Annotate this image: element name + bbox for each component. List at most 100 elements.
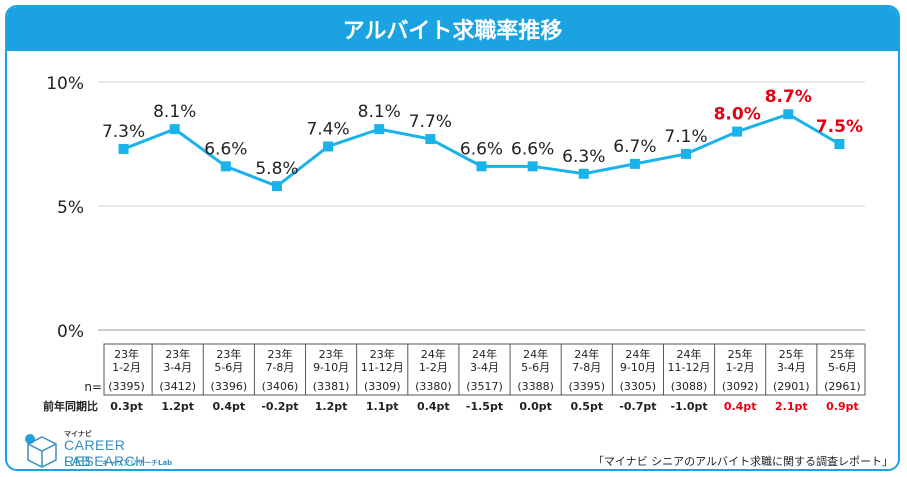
data-point: [271, 181, 282, 192]
data-point: [220, 161, 231, 172]
yoy-value: 0.5pt: [570, 400, 603, 413]
data-label: 6.6%: [204, 139, 247, 159]
period-label: 3-4月: [777, 361, 806, 374]
data-label: 8.0%: [714, 105, 761, 125]
year-label: 23年: [370, 347, 395, 361]
year-label: 24年: [421, 347, 446, 361]
n-label: n=: [84, 380, 102, 394]
year-label: 23年: [165, 347, 190, 361]
n-value: (3406): [262, 380, 299, 393]
data-point: [476, 161, 487, 172]
n-value: (3088): [671, 380, 708, 393]
period-label: 1-2月: [419, 361, 448, 374]
yoy-value: 1.2pt: [315, 400, 348, 413]
n-value: (3388): [517, 380, 554, 393]
data-point: [118, 143, 129, 154]
data-label: 7.5%: [816, 117, 863, 137]
period-label: 5-6月: [521, 361, 550, 374]
yoy-value: 0.0pt: [519, 400, 552, 413]
yoy-value: 1.1pt: [366, 400, 399, 413]
data-label: 8.1%: [358, 102, 401, 122]
yoy-value: 0.4pt: [417, 400, 450, 413]
data-label: 6.3%: [562, 147, 605, 167]
data-point: [732, 126, 743, 137]
cube-logo-icon: [25, 434, 57, 468]
n-value: (3305): [620, 380, 657, 393]
data-label: 8.1%: [153, 102, 196, 122]
y-tick-label: 0%: [57, 322, 84, 342]
data-label: 7.3%: [102, 122, 145, 142]
y-tick-label: 5%: [57, 198, 84, 218]
year-label: 23年: [267, 347, 292, 361]
yoy-value: -1.5pt: [466, 400, 503, 413]
y-tick-label: 10%: [46, 74, 84, 94]
period-label: 11-12月: [361, 361, 404, 374]
data-label: 6.7%: [613, 137, 656, 157]
period-label: 7-8月: [572, 361, 601, 374]
data-point: [629, 158, 640, 169]
data-point: [578, 168, 589, 179]
n-value: (2901): [773, 380, 810, 393]
year-label: 25年: [830, 347, 855, 361]
yoy-value: 0.4pt: [724, 400, 757, 413]
period-label: 5-6月: [214, 361, 243, 374]
year-label: 23年: [216, 347, 241, 361]
data-point: [323, 141, 334, 152]
yoy-value: 2.1pt: [775, 400, 808, 413]
data-label: 8.7%: [765, 87, 812, 107]
data-label: 6.6%: [460, 139, 503, 159]
logo-main: CAREER RESEARCH: [64, 437, 146, 469]
data-point: [681, 148, 692, 159]
data-point: [783, 109, 794, 120]
data-point: [425, 134, 436, 145]
n-value: (2961): [824, 380, 861, 393]
data-label: 6.6%: [511, 139, 554, 159]
n-value: (3412): [159, 380, 196, 393]
period-label: 7-8月: [265, 361, 294, 374]
period-label: 11-12月: [668, 361, 711, 374]
n-value: (3396): [211, 380, 248, 393]
period-label: 5-6月: [828, 361, 857, 374]
data-label: 7.4%: [306, 119, 349, 139]
year-label: 25年: [779, 347, 804, 361]
logo-sub2: キャリアリサーチLab: [102, 459, 173, 467]
period-label: 9-10月: [620, 361, 656, 374]
year-label: 24年: [523, 347, 548, 361]
n-value: (3380): [415, 380, 452, 393]
year-label: 25年: [728, 347, 753, 361]
period-label: 9-10月: [313, 361, 349, 374]
year-label: 24年: [625, 347, 650, 361]
n-value: (3395): [568, 380, 605, 393]
n-value: (3395): [108, 380, 145, 393]
yoy-value: 0.4pt: [213, 400, 246, 413]
year-label: 23年: [114, 347, 139, 361]
yoy-value: 1.2pt: [161, 400, 194, 413]
n-value: (3517): [466, 380, 503, 393]
logo: マイナビ CAREER RESEARCH LAB キャリアリサーチLab: [22, 429, 192, 469]
year-label: 23年: [319, 347, 344, 361]
data-label: 7.1%: [664, 127, 707, 147]
data-point: [834, 139, 845, 149]
year-label: 24年: [574, 347, 599, 361]
n-value: (3309): [364, 380, 401, 393]
yoy-value: 0.9pt: [826, 400, 859, 413]
yoy-value: -0.2pt: [261, 400, 298, 413]
period-label: 1-2月: [112, 361, 141, 374]
n-value: (3092): [722, 380, 759, 393]
n-value: (3381): [313, 380, 350, 393]
yoy-label: 前年同期比: [43, 399, 98, 413]
logo-sub: LAB: [64, 453, 91, 469]
data-point: [169, 124, 180, 135]
data-label: 7.7%: [409, 112, 452, 132]
chart-title: アルバイト求職率推移: [7, 7, 898, 51]
period-label: 1-2月: [726, 361, 755, 374]
yoy-value: 0.3pt: [110, 400, 143, 413]
data-point: [374, 124, 385, 135]
year-label: 24年: [677, 347, 702, 361]
yoy-value: -1.0pt: [670, 400, 707, 413]
data-label: 5.8%: [255, 159, 298, 179]
chart-frame: アルバイト求職率推移: [5, 5, 900, 471]
yoy-value: -0.7pt: [619, 400, 656, 413]
source-note: 「マイナビ シニアのアルバイト求職に関する調査レポート」: [592, 455, 893, 468]
